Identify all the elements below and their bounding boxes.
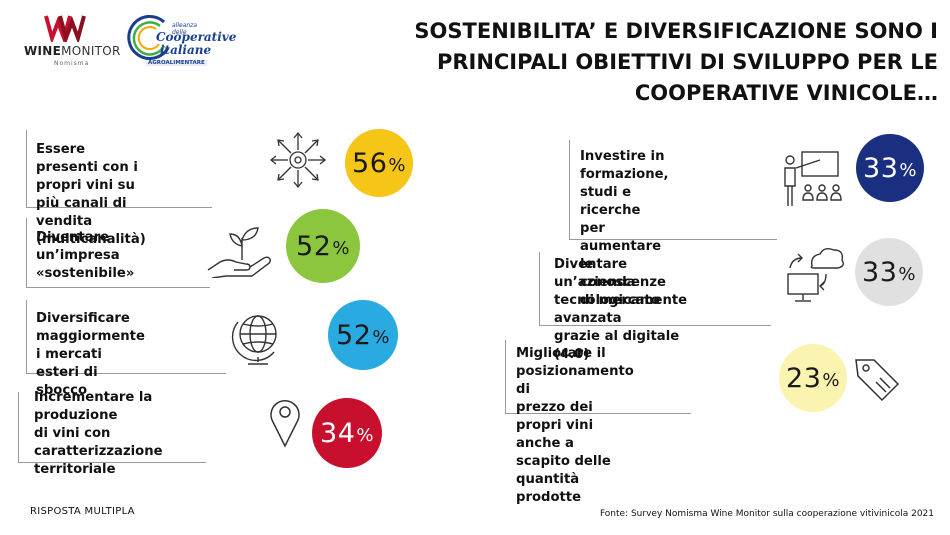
value-circle: 52% — [328, 300, 398, 370]
wine-monitor-sub: Nomisma — [54, 60, 90, 67]
page-title: SOSTENIBILITA’ E DIVERSIFICAZIONE SONO I… — [318, 16, 938, 109]
item-bracket — [505, 340, 691, 414]
value-circle: 56% — [345, 129, 413, 197]
title-line-1: SOSTENIBILITA’ E DIVERSIFICAZIONE SONO I — [414, 19, 938, 43]
coop-line1: alleanza delle — [172, 22, 198, 36]
cooperative-ring-icon — [127, 15, 170, 60]
value-circle: 52% — [286, 209, 360, 283]
item-label: Investire in formazione, studi e ricerche… — [580, 149, 669, 308]
item-label: Diventare un’impresa «sostenibile» — [36, 230, 135, 281]
footnote-multiple-response: RISPOSTA MULTIPLA — [30, 506, 135, 517]
hand-plant-icon — [207, 227, 271, 278]
wine-monitor-logo: WINEMONITOR Nomisma — [24, 12, 121, 67]
map-pin-icon — [270, 400, 300, 448]
item-bracket — [18, 392, 206, 463]
cooperative-italiane-logo: alleanza delle Cooperative italiane AGRO… — [120, 8, 236, 70]
teacher-board-icon — [784, 151, 842, 206]
item-bracket — [26, 218, 210, 288]
coop-line3: italiane — [160, 43, 212, 57]
source-note: Fonte: Survey Nomisma Wine Monitor sulla… — [599, 509, 934, 519]
item-label: Essere presenti con i propri vini su più … — [36, 142, 146, 247]
coop-line2: Cooperative — [156, 30, 237, 44]
item-bracket — [26, 130, 212, 208]
value-circle: 34% — [312, 398, 382, 468]
value-circle: 33% — [856, 134, 924, 202]
item-label: Diversificare maggiormente i mercati ester… — [36, 311, 145, 398]
title-line-3: COOPERATIVE VINICOLE… — [634, 81, 938, 105]
item-bracket — [569, 140, 777, 240]
cloud-computer-icon — [787, 247, 845, 302]
wine-monitor-mark-icon — [44, 15, 86, 42]
title-line-2: PRINCIPALI OBIETTIVI DI SVILUPPO PER LE — [436, 50, 938, 74]
multichannel-arrows-icon — [269, 131, 327, 189]
item-label: Migliorare il posizionamento di prezzo de… — [516, 346, 634, 505]
globe-icon — [231, 315, 277, 365]
item-label: Diventare un’azienda tecnologicamente ava… — [554, 257, 688, 362]
price-tag-icon — [855, 359, 900, 402]
value-circle: 33% — [855, 238, 923, 306]
value-circle: 23% — [779, 344, 847, 412]
item-bracket — [26, 300, 226, 374]
wine-monitor-name: WINEMONITOR — [24, 44, 121, 58]
item-label: Incrementare la produzione di vini con ca… — [34, 390, 163, 477]
item-bracket — [539, 252, 771, 326]
coop-line4: AGROALIMENTARE — [146, 60, 207, 66]
